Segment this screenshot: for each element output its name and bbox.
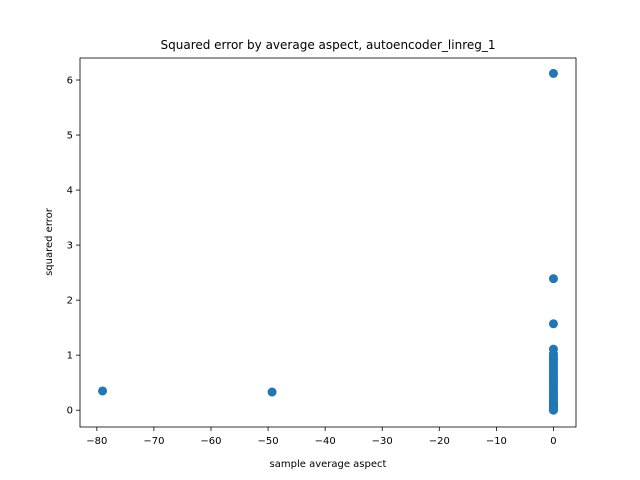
y-tick-label: 1 bbox=[67, 351, 73, 362]
y-tick-label: 2 bbox=[67, 296, 73, 307]
data-point bbox=[548, 405, 558, 415]
x-tick-label: −70 bbox=[143, 436, 164, 447]
y-axis-ticks: 0 1 2 3 4 5 6 bbox=[67, 76, 80, 417]
y-tick-label: 5 bbox=[67, 131, 73, 142]
y-tick-label: 3 bbox=[67, 241, 73, 252]
chart-title: Squared error by average aspect, autoenc… bbox=[161, 38, 496, 52]
plot-frame bbox=[79, 57, 577, 428]
x-tick-label: −50 bbox=[258, 436, 279, 447]
x-tick-label: −30 bbox=[372, 436, 393, 447]
x-tick-label: −20 bbox=[429, 436, 450, 447]
data-point bbox=[548, 68, 558, 78]
data-point bbox=[548, 274, 558, 284]
x-tick-label: −40 bbox=[315, 436, 336, 447]
data-points bbox=[98, 68, 558, 415]
y-tick-label: 0 bbox=[67, 406, 73, 417]
x-axis-ticks: −80 −70 −60 −50 −40 −30 −20 −10 0 bbox=[86, 427, 557, 447]
data-point bbox=[267, 387, 277, 397]
x-tick-label: 0 bbox=[550, 436, 556, 447]
x-tick-label: −60 bbox=[200, 436, 221, 447]
x-axis-label: sample average aspect bbox=[270, 459, 387, 470]
x-tick-label: −10 bbox=[486, 436, 507, 447]
y-tick-label: 6 bbox=[67, 76, 73, 87]
x-tick-label: −80 bbox=[86, 436, 107, 447]
y-tick-label: 4 bbox=[67, 186, 73, 197]
data-point bbox=[98, 386, 108, 396]
data-point bbox=[548, 319, 558, 329]
y-axis-label: squared error bbox=[44, 207, 55, 276]
